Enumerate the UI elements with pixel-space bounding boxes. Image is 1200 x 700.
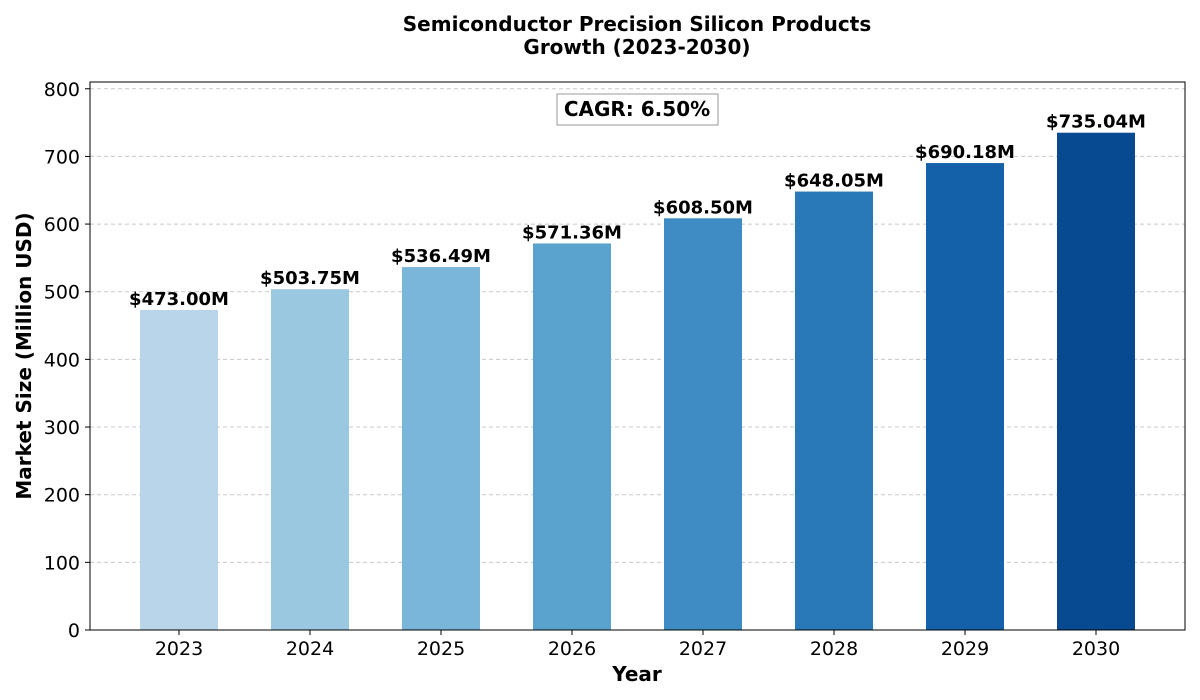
y-tick-label: 600 (44, 214, 80, 236)
bar (1057, 132, 1135, 630)
x-tick-label: 2024 (286, 638, 334, 660)
bar-value-label: $503.75M (260, 268, 360, 289)
cagr-box (556, 93, 719, 126)
bar-value-label: $608.50M (653, 197, 753, 218)
bars (140, 132, 1135, 631)
y-tick-label: 200 (44, 485, 80, 507)
cagr-annotation: CAGR: 6.50% (564, 97, 710, 121)
y-tick-label: 100 (44, 552, 80, 574)
bar-value-label: $648.05M (784, 171, 884, 192)
bar-value-label: $536.49M (391, 246, 491, 267)
gridlines (90, 88, 1185, 631)
x-tick-label: 2027 (679, 638, 727, 660)
chart-title-line-2: Growth (2023-2030) (523, 35, 750, 59)
bar (926, 163, 1004, 630)
x-tick-label: 2023 (155, 638, 203, 660)
data-labels: $473.00M $503.75M $536.49M $571.36M $608.50M… (129, 112, 1146, 310)
bar (402, 267, 480, 630)
chart-title-line-1: Semiconductor Precision Silicon Products (403, 12, 871, 36)
x-tick-label: 2026 (548, 638, 596, 660)
bar-value-label: $735.04M (1046, 112, 1146, 133)
bar-value-label: $473.00M (129, 289, 229, 310)
bar (533, 243, 611, 631)
y-tick-label: 800 (44, 79, 80, 101)
bar (795, 191, 873, 631)
x-axis-label: Year (611, 662, 662, 686)
x-tick-label: 2030 (1072, 638, 1120, 660)
y-tick-label: 300 (44, 417, 80, 439)
bar (140, 309, 218, 630)
y-axis-label: Market Size (Million USD) (12, 212, 36, 499)
bar-value-label: $571.36M (522, 222, 622, 243)
bar (664, 218, 742, 630)
x-tick-label: 2028 (810, 638, 858, 660)
bar (271, 289, 349, 630)
y-tick-label: 400 (44, 349, 80, 371)
y-tick-label: 500 (44, 282, 80, 304)
y-axis-ticks: 0 100 200 300 400 500 600 700 800 (44, 79, 90, 642)
x-axis-ticks: 2023 2024 2025 2026 2027 2028 2029 2030 (155, 630, 1120, 660)
y-tick-label: 700 (44, 146, 80, 168)
y-tick-label: 0 (68, 620, 80, 642)
bar-value-label: $690.18M (915, 142, 1015, 163)
plot-frame (89, 81, 1186, 631)
x-tick-label: 2029 (941, 638, 989, 660)
x-tick-label: 2025 (417, 638, 465, 660)
